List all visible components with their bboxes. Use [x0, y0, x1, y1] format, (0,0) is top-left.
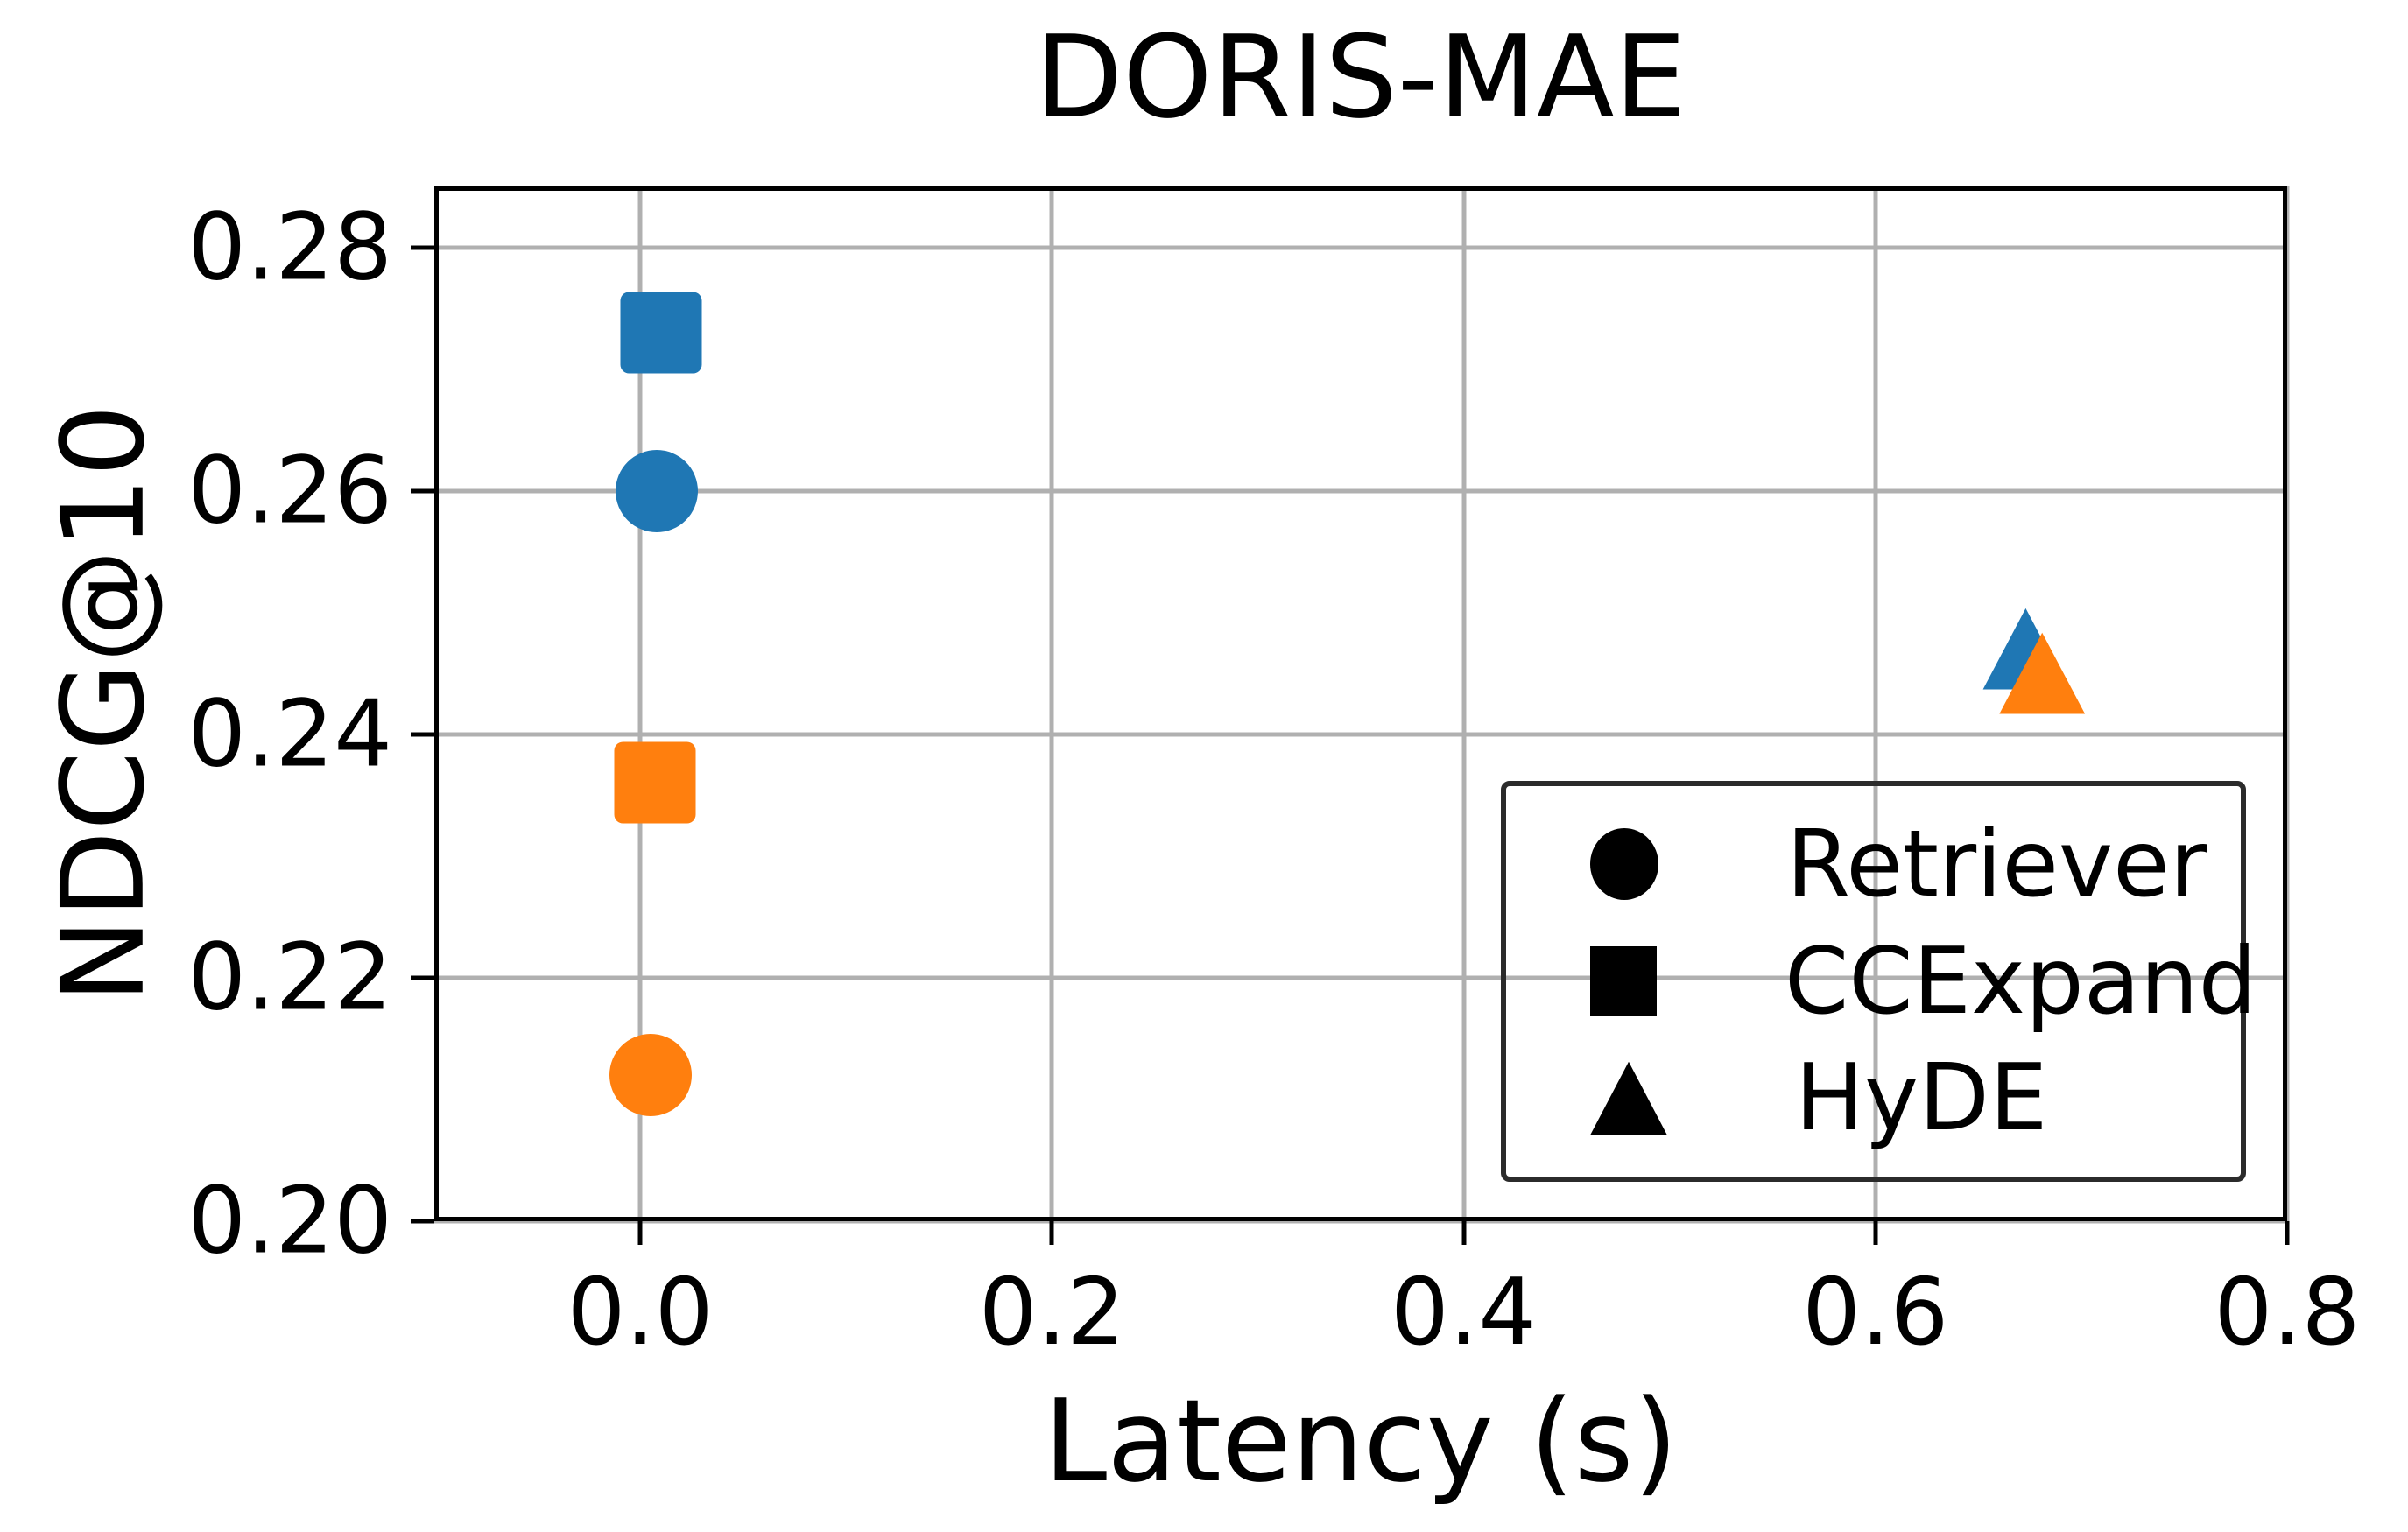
data-point-retriever-orange [609, 1034, 692, 1117]
data-point-ccexpand-blue [620, 292, 702, 374]
legend-square-icon [1590, 946, 1657, 1016]
y-axis-label: NDCG@10 [36, 404, 170, 1004]
legend-circle-icon [1590, 828, 1658, 901]
legend-label: CCExpand [1785, 927, 2257, 1035]
legend-triangle-icon [1590, 1061, 1667, 1135]
plot-area: Retriever CCExpand HyDE 0.0 0.2 0.4 0.6 0.8 0.2… [187, 186, 2361, 1359]
legend-entry-ccexpand: CCExpand [1506, 935, 2257, 1028]
x-tick-label: 0.2 [978, 1259, 1125, 1366]
y-tick-label: 0.28 [187, 193, 392, 301]
x-tick-label: 0.4 [1391, 1259, 1538, 1366]
y-tick-mark [411, 732, 434, 737]
x-axis-label: Latency (s) [1043, 1374, 1679, 1507]
chart-title: DORIS-MAE [1035, 11, 1686, 144]
y-gridline [434, 975, 2287, 980]
legend-label: HyDE [1795, 1044, 2048, 1152]
x-tick-mark [1873, 1221, 1878, 1245]
y-gridline [434, 245, 2287, 250]
x-tick-mark [1461, 1221, 1467, 1245]
y-tick-mark [411, 488, 434, 494]
y-tick-label: 0.20 [187, 1167, 392, 1275]
data-point-retriever-blue [615, 449, 698, 532]
x-tick-label: 0.8 [2214, 1259, 2361, 1366]
x-gridline [2285, 186, 2290, 1221]
x-gridline [1873, 186, 1878, 1221]
y-tick-mark [411, 975, 434, 980]
y-tick-mark [411, 1219, 434, 1224]
x-gridline [637, 186, 643, 1221]
y-tick-label: 0.22 [187, 924, 392, 1031]
x-tick-label: 0.0 [567, 1259, 714, 1366]
legend-entry-retriever: Retriever [1506, 810, 2241, 917]
data-point-ccexpand-orange [614, 741, 696, 824]
x-gridline [1049, 186, 1054, 1221]
x-tick-label: 0.6 [1802, 1259, 1949, 1366]
x-tick-mark [637, 1221, 643, 1245]
legend-entry-hyde: HyDE [1506, 1052, 2241, 1144]
legend-label: Retriever [1786, 810, 2207, 917]
y-tick-label: 0.26 [187, 437, 392, 545]
x-gridline [1461, 186, 1467, 1221]
y-tick-mark [411, 245, 434, 250]
y-gridline [434, 488, 2287, 494]
x-tick-mark [2285, 1221, 2290, 1245]
x-tick-mark [1049, 1221, 1054, 1245]
y-gridline [434, 732, 2287, 737]
legend-box: Retriever CCExpand HyDE [1501, 781, 2257, 1182]
y-gridline [434, 1219, 2287, 1224]
y-tick-label: 0.24 [187, 680, 392, 788]
